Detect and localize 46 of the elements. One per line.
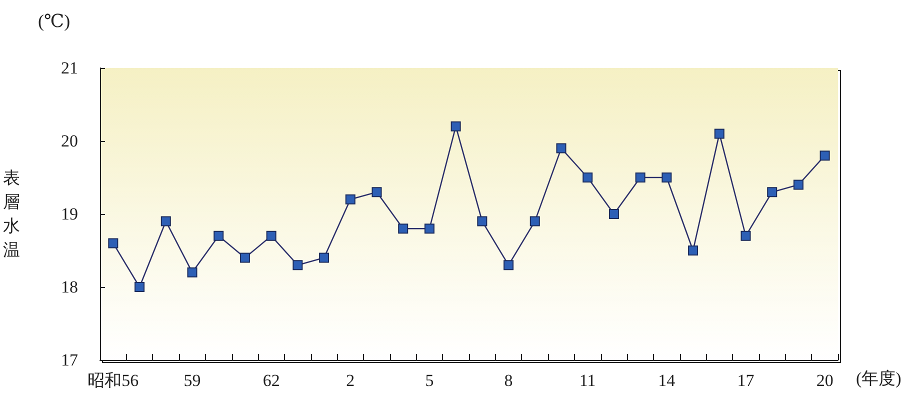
- y-tick-label: 20: [61, 132, 78, 150]
- point: [187, 267, 198, 278]
- y-tick-label: 21: [61, 58, 78, 78]
- y-tick-label: 17: [61, 350, 78, 370]
- point: [477, 216, 488, 226]
- x-tick-label: 2: [346, 371, 355, 390]
- point: [240, 252, 250, 263]
- y-axis-title: 表層水温: [3, 168, 20, 260]
- point: [504, 260, 514, 270]
- point: [556, 143, 566, 154]
- point: [820, 150, 830, 161]
- point: [345, 194, 356, 204]
- y-tick-label: 19: [61, 204, 78, 224]
- point: [160, 216, 171, 226]
- point: [292, 260, 303, 270]
- x-tick-label: 17: [737, 371, 755, 390]
- point: [134, 282, 145, 292]
- point: [266, 230, 276, 241]
- point: [530, 216, 540, 226]
- point: [608, 209, 619, 219]
- point: [793, 180, 804, 190]
- point: [767, 187, 778, 198]
- x-axis-title: (年度): [856, 369, 902, 388]
- x-tick-label: 5: [425, 371, 434, 390]
- x-tick-label: 11: [579, 371, 596, 390]
- point: [740, 230, 751, 241]
- y-tick-label: 18: [61, 278, 78, 296]
- point: [108, 238, 118, 248]
- point: [714, 128, 724, 139]
- point: [398, 224, 408, 234]
- point: [372, 187, 382, 198]
- point: [635, 172, 646, 182]
- point: [662, 172, 672, 182]
- x-tick-label: 昭和56: [88, 371, 139, 390]
- text: (℃): [38, 11, 70, 31]
- x-tick-label: 14: [658, 371, 676, 390]
- point: [450, 121, 461, 132]
- x-tick-label: 59: [184, 371, 201, 390]
- point: [214, 230, 224, 241]
- point: [424, 224, 434, 234]
- x-tick-label: 62: [262, 371, 280, 390]
- x-tick-label: 8: [504, 371, 513, 390]
- point: [688, 246, 698, 256]
- point: [582, 172, 593, 182]
- x-tick-label: 20: [816, 371, 834, 390]
- point: [319, 252, 330, 263]
